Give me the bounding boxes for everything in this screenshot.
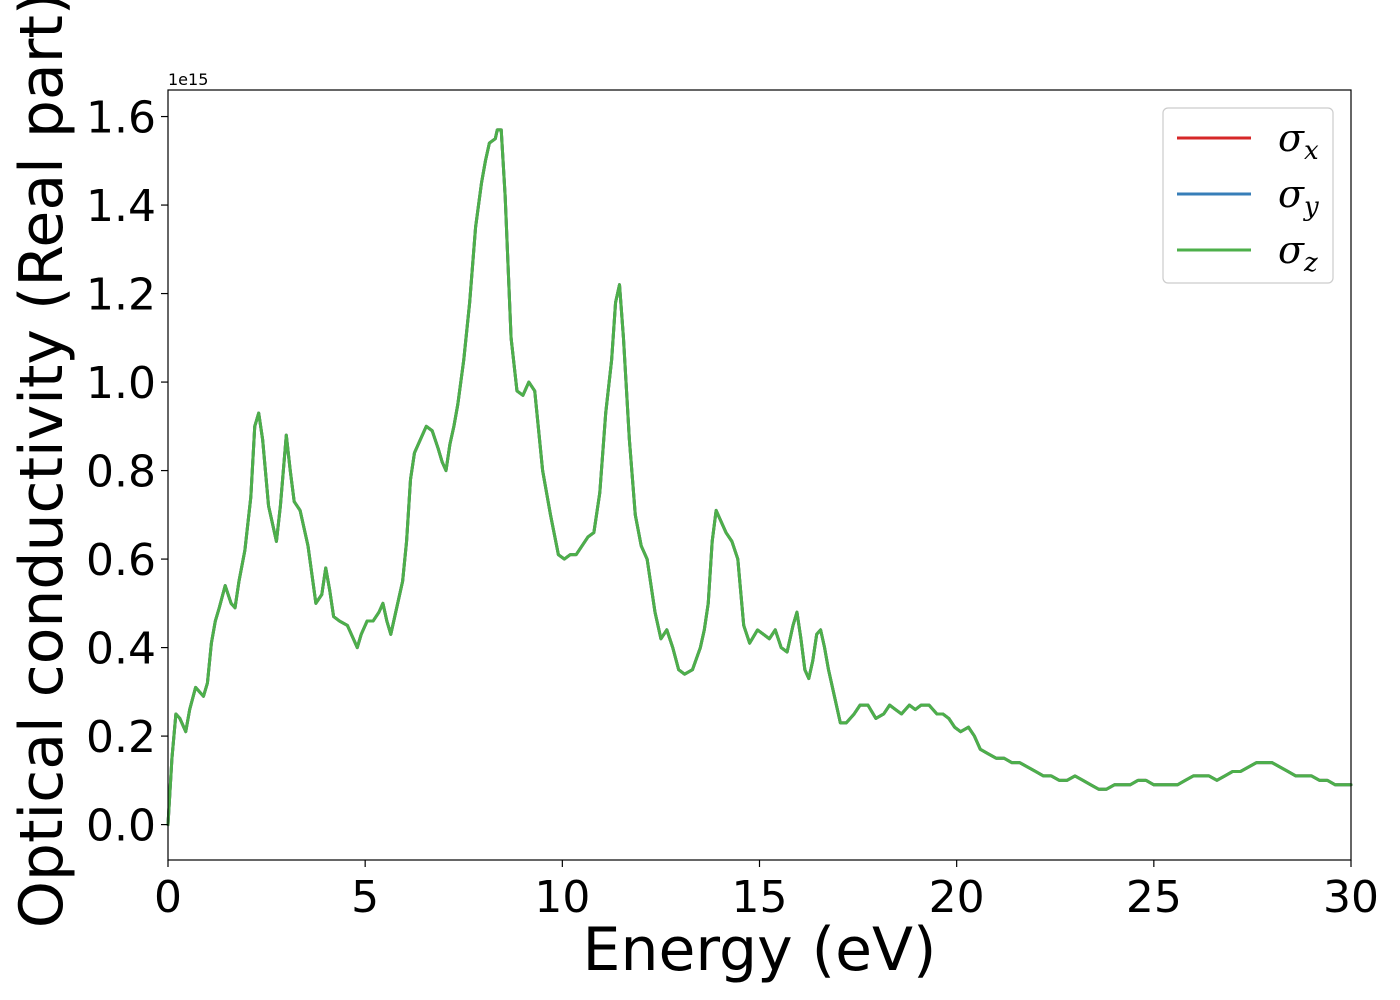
x-tick-label: 25 — [1126, 872, 1182, 923]
legend-symbol: σ — [1278, 172, 1305, 216]
x-axis: 0 5 10 15 20 25 30 — [154, 860, 1379, 923]
legend-label-y: σy — [1278, 172, 1319, 222]
legend-subscript: x — [1304, 136, 1319, 166]
legend-label-z: σz — [1278, 228, 1318, 278]
y-tick-label: 0.4 — [86, 624, 156, 675]
y-tick-label: 0.8 — [86, 447, 156, 498]
x-tick-label: 30 — [1323, 872, 1379, 923]
x-tick-label: 15 — [732, 872, 788, 923]
series-line-z — [166, 128, 1353, 827]
x-tick-label: 10 — [534, 872, 590, 923]
y-tick-label: 0.0 — [86, 801, 156, 852]
y-tick-label: 0.6 — [86, 535, 156, 586]
y-axis: 0.0 0.2 0.4 0.6 0.8 1.0 1.2 1.4 1.6 — [86, 93, 168, 852]
y-tick-label: 0.2 — [86, 712, 156, 763]
y-tick-label: 1.4 — [86, 181, 156, 232]
y-axis-title: Optical conductivity (Real part) — [7, 0, 77, 928]
y-tick-label: 1.0 — [86, 358, 156, 409]
y-tick-label: 1.2 — [86, 270, 156, 321]
legend-subscript: z — [1303, 248, 1318, 278]
x-axis-title: Energy (eV) — [583, 915, 937, 985]
x-tick-label: 0 — [154, 872, 182, 923]
legend-label-x: σx — [1278, 116, 1319, 166]
series-layer — [166, 128, 1353, 827]
legend-symbol: σ — [1278, 228, 1305, 272]
x-tick-label: 20 — [929, 872, 985, 923]
y-offset-label: 1e15 — [168, 70, 208, 89]
legend-subscript: y — [1303, 192, 1319, 222]
x-tick-label: 5 — [351, 872, 379, 923]
y-tick-label: 1.6 — [86, 93, 156, 144]
legend-symbol: σ — [1278, 116, 1305, 160]
